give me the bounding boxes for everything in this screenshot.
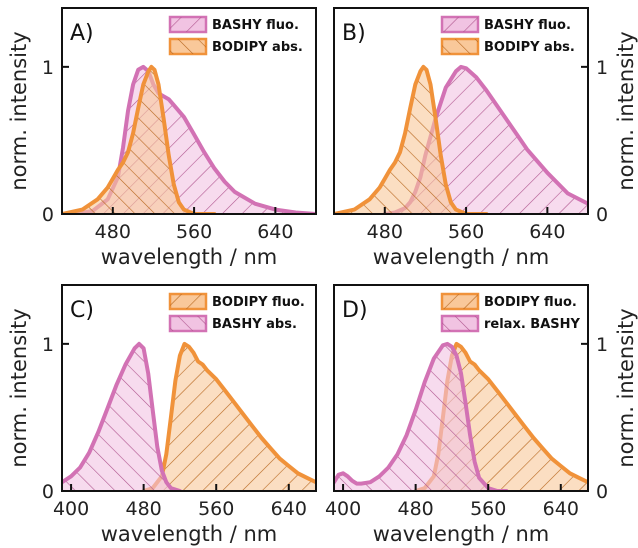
x-tick-label: 560 bbox=[470, 498, 506, 520]
panel-3: 400 480 560 640 0 1 wavelength / nm norm. inten… bbox=[7, 284, 317, 546]
x-tick-label: 480 bbox=[398, 498, 434, 520]
y-axis-label: norm. intensity bbox=[7, 31, 31, 190]
panel-label: A) bbox=[70, 21, 94, 46]
y-axis-label: norm. intensity bbox=[614, 308, 638, 467]
plot-area bbox=[334, 64, 588, 214]
panel-1: 480 560 640 0 1 wavelength / nm norm. intensit… bbox=[7, 7, 317, 269]
legend-label: BASHY abs. bbox=[212, 317, 297, 332]
series-hatch-2 bbox=[62, 343, 180, 491]
legend-label: BASHY fluo. bbox=[484, 18, 571, 33]
x-axis-label: wavelength / nm bbox=[101, 245, 278, 269]
legend: BODIPY fluo. BASHY abs. bbox=[168, 292, 305, 333]
legend-label: BODIPY abs. bbox=[484, 40, 575, 55]
panel-label: D) bbox=[342, 298, 368, 323]
x-tick-label: 480 bbox=[95, 221, 131, 243]
legend: BASHY fluo. BODIPY abs. bbox=[168, 15, 303, 56]
y-tick-label: 1 bbox=[596, 334, 608, 356]
series-line-2 bbox=[334, 341, 509, 491]
x-tick-label: 480 bbox=[126, 498, 162, 520]
series-hatch-2 bbox=[334, 66, 487, 214]
x-tick-label: 640 bbox=[257, 221, 293, 243]
plot-frame bbox=[61, 7, 317, 215]
y-tick-label: 1 bbox=[42, 57, 54, 79]
legend-swatch-hatch bbox=[170, 17, 206, 32]
series-line-2 bbox=[334, 64, 489, 214]
series-line-2 bbox=[62, 341, 182, 491]
y-tick-label: 1 bbox=[596, 57, 608, 79]
legend-swatch-hatch bbox=[442, 39, 478, 54]
legend-swatch-hatch bbox=[170, 39, 206, 54]
x-tick-label: 560 bbox=[176, 221, 212, 243]
legend-swatch-hatch bbox=[170, 316, 206, 331]
panel-4: 400 480 560 640 0 1 wavelength / nm norm. inten… bbox=[325, 284, 638, 546]
plot-area bbox=[62, 64, 316, 214]
legend-swatch-hatch bbox=[442, 17, 478, 32]
x-tick-label: 560 bbox=[448, 221, 484, 243]
x-axis-label: wavelength / nm bbox=[101, 522, 278, 546]
y-tick-label: 0 bbox=[42, 204, 54, 226]
y-tick-label: 0 bbox=[42, 481, 54, 503]
legend: BODIPY fluo. relax. BASHY bbox=[440, 292, 581, 333]
x-tick-label: 400 bbox=[53, 498, 89, 520]
y-axis-label: norm. intensity bbox=[7, 308, 31, 467]
y-tick-label: 0 bbox=[596, 481, 608, 503]
legend: BASHY fluo. BODIPY abs. bbox=[440, 15, 575, 56]
panel-2: 480 560 640 0 1 wavelength / nm norm. intensit… bbox=[333, 7, 638, 269]
legend-swatch-hatch bbox=[170, 294, 206, 309]
y-tick-label: 1 bbox=[42, 334, 54, 356]
x-tick-label: 640 bbox=[529, 221, 565, 243]
plot-frame bbox=[61, 284, 317, 492]
x-axis-label: wavelength / nm bbox=[373, 245, 550, 269]
panel-label: B) bbox=[342, 21, 366, 46]
plot-area bbox=[334, 341, 588, 491]
x-tick-label: 480 bbox=[367, 221, 403, 243]
x-axis-label: wavelength / nm bbox=[373, 522, 550, 546]
series-hatch-1 bbox=[143, 343, 316, 491]
legend-label: BODIPY fluo. bbox=[484, 295, 577, 310]
x-tick-label: 560 bbox=[198, 498, 234, 520]
x-tick-label: 640 bbox=[271, 498, 307, 520]
panel-label: C) bbox=[70, 298, 94, 323]
plot-frame bbox=[333, 284, 589, 492]
series-line-1 bbox=[70, 64, 316, 214]
legend-label: BODIPY abs. bbox=[212, 40, 303, 55]
y-axis-label: norm. intensity bbox=[614, 31, 638, 190]
y-tick-label: 0 bbox=[596, 204, 608, 226]
plot-area bbox=[62, 341, 316, 491]
legend-label: relax. BASHY bbox=[484, 317, 581, 332]
plot-frame bbox=[333, 7, 589, 215]
legend-label: BODIPY fluo. bbox=[212, 295, 305, 310]
legend-swatch-hatch bbox=[442, 316, 478, 331]
series-hatch-2 bbox=[334, 343, 507, 491]
legend-label: BASHY fluo. bbox=[212, 18, 299, 33]
series-hatch-2 bbox=[62, 66, 215, 214]
legend-swatch-hatch bbox=[442, 294, 478, 309]
x-tick-label: 640 bbox=[543, 498, 579, 520]
series-line-2 bbox=[62, 64, 217, 214]
series-line-1 bbox=[141, 341, 316, 491]
x-tick-label: 400 bbox=[325, 498, 361, 520]
